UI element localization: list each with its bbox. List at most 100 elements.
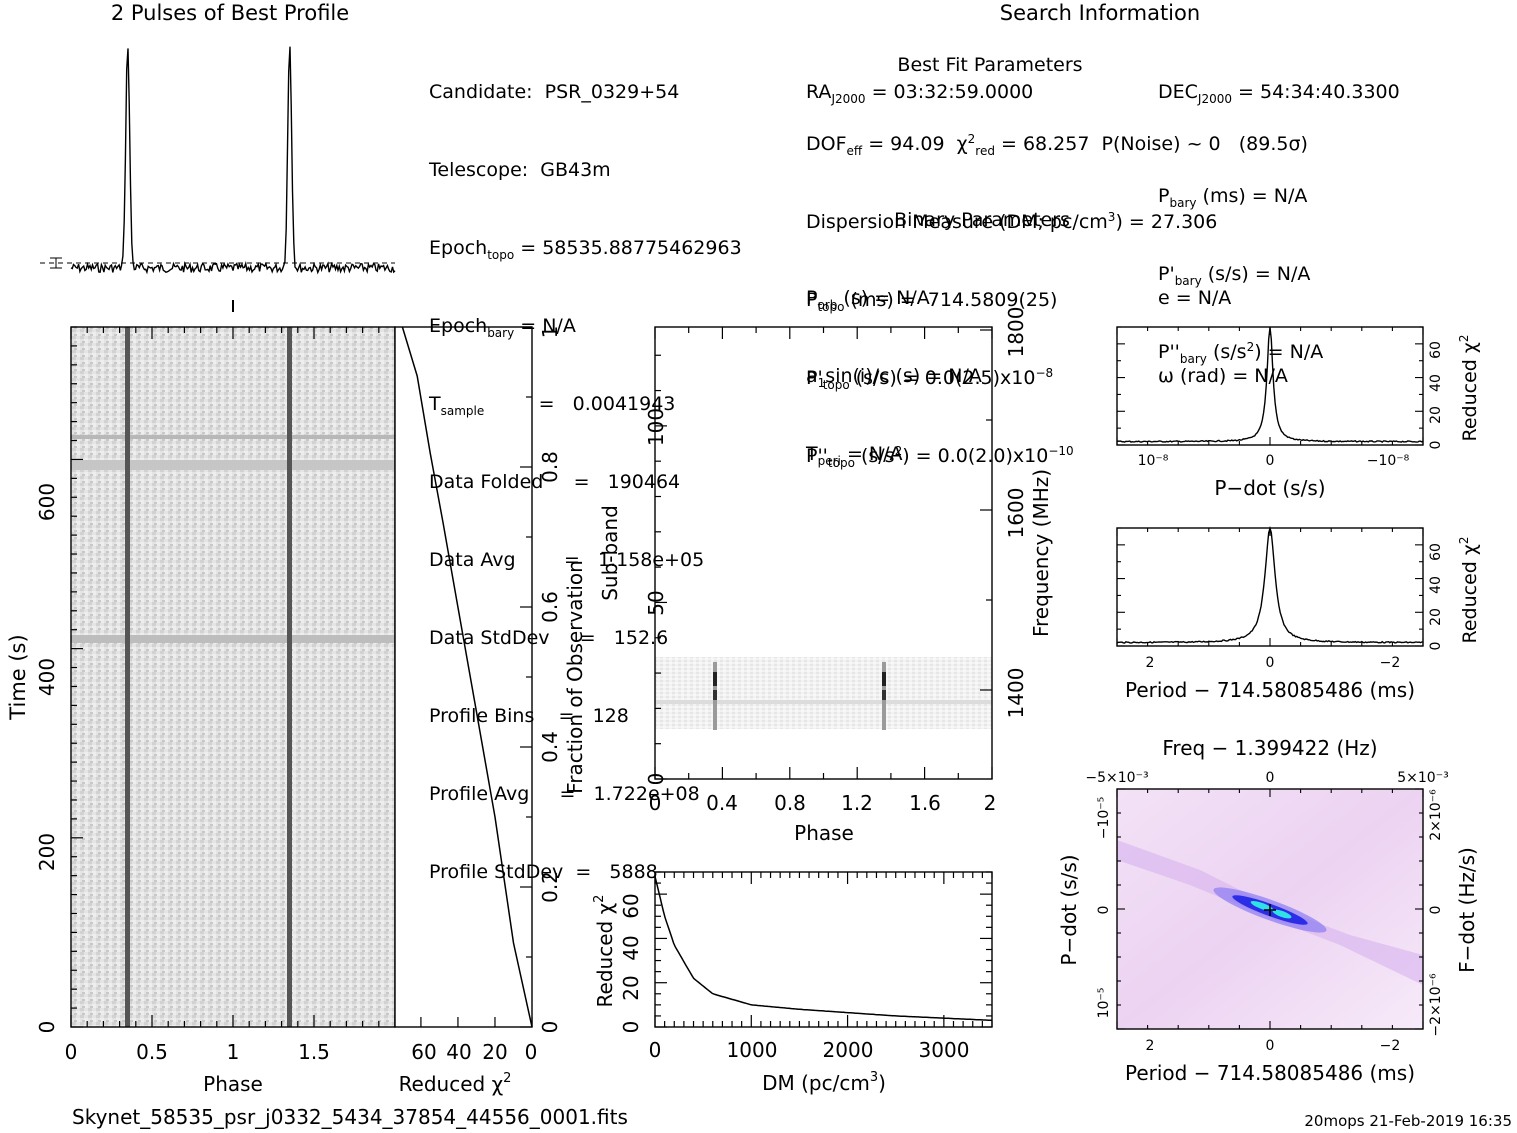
profile-line bbox=[70, 46, 396, 275]
dof-row: DOFeff = 94.09 χ2red = 68.257 P(Noise) ~… bbox=[806, 132, 1308, 158]
time-phase-ticks bbox=[70, 326, 396, 1028]
asini-row: a1sin(i)/c (s) = N/A bbox=[806, 365, 982, 390]
profile-avg-row: Profile Avg = 1.722e+08 bbox=[429, 783, 700, 805]
dm-chi-tick-0: 0 bbox=[619, 1021, 643, 1034]
pdot-chi-tick-60: 60 bbox=[1428, 341, 1444, 359]
pdot-small-tick-right: −10⁻⁸ bbox=[1367, 453, 1410, 469]
freq-tick-1400: 1400 bbox=[1004, 668, 1028, 719]
period-chi-tick-20: 20 bbox=[1428, 608, 1444, 626]
sb-phase-tick-5: 2 bbox=[984, 791, 997, 815]
pp-period-xlabel: Period − 714.58085486 (ms) bbox=[1125, 1061, 1415, 1085]
telescope-row: Telescope: GB43m bbox=[429, 159, 611, 181]
tsample-row: Tsample = 0.0041943 bbox=[429, 393, 676, 418]
sb-phase-tick-1: 0.4 bbox=[706, 791, 738, 815]
omega-row: ω (rad) = N/A bbox=[1158, 365, 1288, 387]
subband-pulse-2-core bbox=[882, 690, 886, 700]
sb-phase-tick-2: 0.8 bbox=[774, 791, 806, 815]
profile-stddev-row: Profile StdDev = 5888 bbox=[429, 861, 658, 883]
period-chi2-xlabel: Period − 714.58085486 (ms) bbox=[1125, 678, 1415, 702]
pddtopo-row: P''topo (s/s2) = 0.0(2.0)x10−10 bbox=[806, 444, 1074, 470]
ra-row: RAJ2000 = 03:32:59.0000 bbox=[806, 81, 1034, 106]
time-tick-3: 600 bbox=[35, 483, 59, 521]
p-pdot-peak-right bbox=[1272, 909, 1292, 919]
dm-ticks bbox=[654, 871, 993, 1028]
sub-band-axis-label: Sub-band bbox=[598, 505, 622, 601]
footer-stamp: 20mops 21-Feb-2019 16:35 bbox=[1304, 1112, 1512, 1130]
profile-title: 2 Pulses of Best Profile bbox=[111, 1, 349, 25]
chi2-tick-60: 60 bbox=[411, 1040, 436, 1064]
dm-chi2-axis-label: Reduced χ2 bbox=[592, 895, 617, 1008]
chi2-tick-0: 0 bbox=[525, 1040, 538, 1064]
pdot-chi2-ylabel: Reduced χ2 bbox=[1457, 335, 1481, 442]
phase-axis-label: Phase bbox=[203, 1072, 263, 1096]
p-pdot-ticks bbox=[1116, 788, 1424, 1030]
pp-period-tick-2: 2 bbox=[1146, 1038, 1155, 1054]
search-info-title: Search Information bbox=[1000, 1, 1200, 25]
pp-pdot-ylabel: P−dot (s/s) bbox=[1057, 854, 1081, 965]
sb-phase-tick-0: 0 bbox=[649, 791, 662, 815]
best-fit-title: Best Fit Parameters bbox=[897, 54, 1082, 76]
chi2-tick-20: 20 bbox=[482, 1040, 507, 1064]
period-chi2-curve bbox=[1116, 525, 1424, 644]
period-chi-tick-0: 0 bbox=[1428, 642, 1444, 651]
period-chi-tick-40: 40 bbox=[1428, 576, 1444, 594]
pdot-chi2-xlabel: P−dot (s/s) bbox=[1214, 476, 1325, 500]
pdot-chi-tick-0: 0 bbox=[1428, 441, 1444, 450]
phase-tick-2: 1 bbox=[227, 1040, 240, 1064]
period-chi2-frame bbox=[1116, 527, 1424, 647]
dec-block: DECJ2000 = 54:34:40.3300 bbox=[1158, 27, 1400, 131]
phase-tick-3: 1.5 bbox=[298, 1040, 330, 1064]
fraction-tick-3: 0.6 bbox=[538, 591, 562, 623]
pp-fdot-ylabel: F−dot (Hz/s) bbox=[1455, 847, 1479, 973]
pp-fdot-tick-0: 0 bbox=[1428, 906, 1444, 915]
data-folded-row: Data Folded = 190464 bbox=[429, 471, 681, 493]
fraction-tick-2: 0.4 bbox=[538, 731, 562, 763]
epoch-bary-row: Epochbary = N/A bbox=[429, 315, 576, 340]
sb-phase-axis-label: Phase bbox=[794, 821, 854, 845]
porb-row: Porb (s) = N/A bbox=[806, 287, 930, 312]
sb-tick-100: 100 bbox=[644, 408, 668, 446]
chi2-axis-label: Reduced χ2 bbox=[399, 1071, 512, 1096]
tperi-row: Tperi = N/A bbox=[806, 443, 903, 468]
time-phase-image bbox=[71, 327, 395, 1027]
subband-pulse-1-core bbox=[713, 690, 717, 700]
pdot-small-tick-0: 0 bbox=[1266, 453, 1275, 469]
dec-row: DECJ2000 = 54:34:40.3300 bbox=[1158, 81, 1400, 106]
pp-fdot-tick-top: 2×10⁻⁶ bbox=[1428, 789, 1444, 841]
pp-period-tick-neg2: −2 bbox=[1380, 1038, 1401, 1054]
dm-chi-tick-60: 60 bbox=[619, 893, 643, 918]
fraction-tick-0: 0 bbox=[538, 1021, 562, 1034]
fraction-tick-5: 1 bbox=[538, 326, 562, 339]
dm-tick-0: 0 bbox=[649, 1038, 662, 1062]
freq-top-tick-left: −5×10⁻³ bbox=[1085, 770, 1148, 786]
pdot-chi2-ticks bbox=[1116, 326, 1424, 446]
dm-tick-3000: 3000 bbox=[919, 1038, 970, 1062]
dm-frame bbox=[654, 871, 993, 1028]
period-small-tick-2: 2 bbox=[1146, 655, 1155, 671]
pddbary-row: P''bary (s/s2) = N/A bbox=[1158, 340, 1324, 366]
pp-pdot-tick-0: 0 bbox=[1096, 906, 1112, 915]
chi2-tick-40: 40 bbox=[446, 1040, 471, 1064]
freq-tick-1800: 1800 bbox=[1004, 307, 1028, 358]
binary-right-block: e = N/A ω (rad) = N/A bbox=[1158, 233, 1288, 415]
subband-ticks bbox=[654, 327, 993, 780]
time-phase-pulse-1 bbox=[125, 327, 130, 1027]
time-phase-band bbox=[71, 635, 395, 643]
dm-axis-label: DM (pc/cm3) bbox=[762, 1070, 886, 1095]
frequency-axis-label: Frequency (MHz) bbox=[1029, 469, 1053, 637]
candidate-row: Candidate: PSR_0329+54 bbox=[429, 81, 680, 103]
chi2-fraction-line bbox=[401, 326, 533, 1028]
time-phase-band bbox=[71, 435, 395, 439]
subband-pulse-2-core bbox=[882, 672, 886, 686]
sb-tick-0: 0 bbox=[644, 773, 668, 786]
pdot-chi-tick-40: 40 bbox=[1428, 374, 1444, 392]
fraction-tick-4: 0.8 bbox=[538, 451, 562, 483]
period-chi-tick-60: 60 bbox=[1428, 543, 1444, 561]
search-info-block: RAJ2000 = 03:32:59.0000 bbox=[806, 27, 1033, 131]
pp-period-tick-0: 0 bbox=[1266, 1038, 1275, 1054]
epoch-topo-row: Epochtopo = 58535.88775462963 bbox=[429, 237, 742, 262]
sb-phase-tick-4: 1.6 bbox=[909, 791, 941, 815]
ptopo-row: Ptopo (ms) = 714.5809(25) bbox=[806, 289, 1058, 314]
freq-tick-1600: 1600 bbox=[1004, 488, 1028, 539]
